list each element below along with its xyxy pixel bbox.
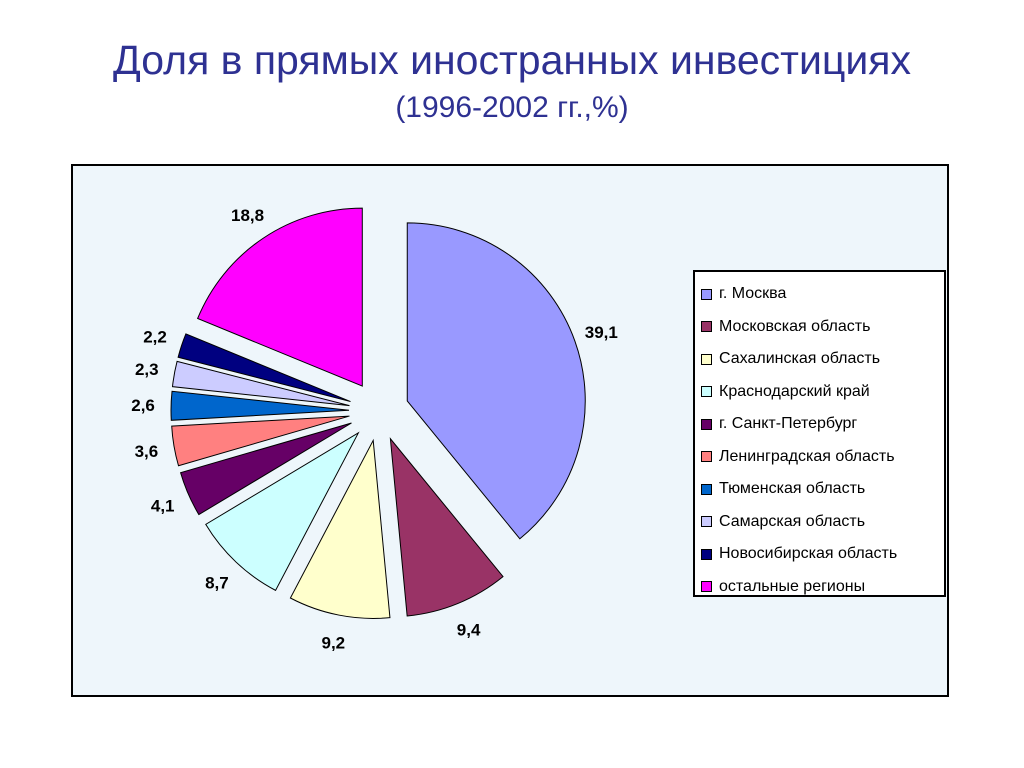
legend-item: Сахалинская область [701, 343, 944, 376]
pie-slice [177, 333, 351, 403]
legend-item: Тюменская область [701, 473, 944, 506]
legend-label: Краснодарский край [719, 382, 870, 400]
legend-swatch [701, 386, 712, 398]
legend-item: остальные регионы [701, 571, 944, 604]
slice-data-label: 8,7 [205, 574, 229, 593]
pie-slice [196, 207, 363, 387]
legend-label: Сахалинская область [719, 350, 881, 368]
pie-slice [406, 222, 586, 540]
legend-item: Новосибирская область [701, 538, 944, 571]
slice-data-label: 39,1 [585, 323, 618, 342]
legend-item: Краснодарский край [701, 376, 944, 409]
slice-data-label: 9,4 [457, 620, 481, 639]
legend-label: остальные регионы [719, 577, 866, 595]
legend-swatch [701, 516, 712, 528]
slide-subtitle: (1996-2002 гг.,%) [395, 91, 629, 124]
slide-title: Доля в прямых иностранных инвестициях [113, 37, 911, 83]
legend-swatch [701, 353, 712, 365]
legend-swatch [701, 581, 712, 593]
legend-label: Новосибирская область [719, 545, 898, 563]
legend-label: Ленинградская область [719, 447, 895, 465]
pie-slice [170, 390, 350, 421]
legend-label: г. Санкт-Петербург [719, 415, 858, 433]
legend-swatch [701, 483, 712, 495]
slice-data-label: 18,8 [231, 206, 264, 225]
slice-data-label: 2,6 [131, 396, 155, 415]
legend-label: Самарская область [719, 512, 866, 530]
legend-swatch [701, 321, 712, 333]
chart-legend: г. Москва Московская область Сахалинская о… [693, 270, 946, 597]
legend-item: г. Москва [701, 278, 944, 311]
pie-slice [389, 437, 504, 617]
legend-label: г. Москва [719, 285, 787, 303]
pie-slice [205, 431, 360, 592]
pie-slice [179, 422, 352, 516]
legend-swatch [701, 288, 712, 300]
legend-swatch [701, 548, 712, 560]
pie-slice [289, 438, 391, 619]
slice-data-label: 4,1 [151, 496, 175, 515]
legend-swatch [701, 418, 712, 430]
legend-item: Ленинградская область [701, 441, 944, 474]
legend-item: Московская область [701, 311, 944, 344]
pie-slice [171, 360, 350, 407]
pie-chart: 39,1 9,4 9,2 8,7 4,1 3,6 2,6 2,3 2,2 18,8 [131, 206, 618, 653]
slice-data-label: 2,2 [143, 328, 167, 347]
legend-item: г. Санкт-Петербург [701, 408, 944, 441]
slice-data-label: 9,2 [322, 634, 346, 653]
legend-item: Самарская область [701, 506, 944, 539]
pie-slice [171, 415, 350, 467]
chart-area: 39,1 9,4 9,2 8,7 4,1 3,6 2,6 2,3 2,2 18,8 г. Моск… [71, 164, 949, 697]
slice-data-label: 3,6 [135, 442, 159, 461]
legend-label: Московская область [719, 317, 871, 335]
slice-data-label: 2,3 [135, 360, 159, 379]
legend-swatch [701, 451, 712, 463]
legend-label: Тюменская область [719, 480, 866, 498]
